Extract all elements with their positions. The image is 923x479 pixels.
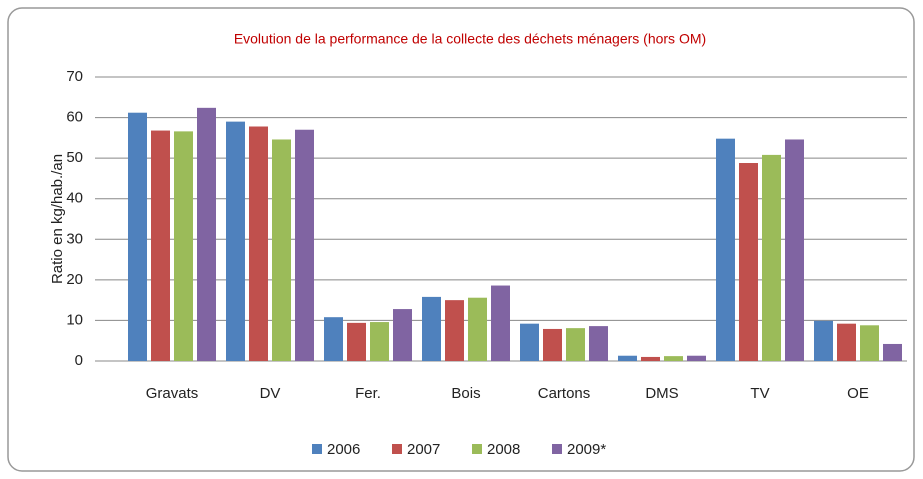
- x-tick-label: Gravats: [146, 385, 199, 402]
- x-tick-label: DMS: [645, 385, 678, 402]
- x-tick-label: TV: [750, 385, 769, 402]
- legend-swatch: [312, 444, 322, 454]
- bar: [543, 328, 562, 361]
- y-tick-label: 10: [66, 311, 83, 328]
- bar: [468, 297, 487, 361]
- bar: [295, 129, 314, 361]
- legend-swatch: [392, 444, 402, 454]
- legend-swatch: [552, 444, 562, 454]
- bar: [814, 320, 833, 361]
- bar: [272, 139, 291, 361]
- bar: [739, 163, 758, 361]
- bar: [618, 355, 637, 361]
- bar: [883, 343, 902, 361]
- y-tick-label: 50: [66, 149, 83, 166]
- y-tick-label: 0: [75, 352, 83, 369]
- bar: [197, 107, 216, 361]
- bar: [687, 355, 706, 361]
- bar: [393, 309, 412, 361]
- bar: [762, 154, 781, 361]
- bar: [151, 130, 170, 361]
- bar: [664, 356, 683, 361]
- bar: [174, 131, 193, 361]
- x-tick-label: Cartons: [538, 385, 591, 402]
- legend-label: 2009*: [567, 441, 606, 458]
- bar: [860, 325, 879, 361]
- x-tick-label: DV: [260, 385, 281, 402]
- x-tick-label: Bois: [451, 385, 480, 402]
- bar: [837, 323, 856, 361]
- legend-label: 2006: [327, 441, 360, 458]
- bar: [566, 328, 585, 361]
- bar: [641, 356, 660, 361]
- bar: [716, 138, 735, 361]
- bar: [324, 317, 343, 361]
- y-tick-label: 30: [66, 230, 83, 247]
- y-tick-label: 40: [66, 190, 83, 207]
- bar: [370, 322, 389, 361]
- bar: [249, 126, 268, 361]
- bar: [589, 326, 608, 361]
- x-tick-label: OE: [847, 385, 869, 402]
- bar: [347, 322, 366, 361]
- bar: [128, 112, 147, 362]
- bar: [445, 300, 464, 361]
- bar: [491, 285, 510, 361]
- y-tick-label: 20: [66, 271, 83, 288]
- legend-label: 2008: [487, 441, 520, 458]
- y-tick-label: 70: [66, 68, 83, 85]
- bar: [785, 139, 804, 361]
- legend-swatch: [472, 444, 482, 454]
- chart-title: Evolution de la performance de la collec…: [234, 31, 706, 47]
- bar: [422, 296, 441, 361]
- bar: [520, 323, 539, 361]
- bar: [226, 121, 245, 361]
- y-tick-label: 60: [66, 109, 83, 126]
- y-axis-label: Ratio en kg/hab./an: [49, 154, 66, 284]
- x-tick-label: Fer.: [355, 385, 381, 402]
- legend-label: 2007: [407, 441, 440, 458]
